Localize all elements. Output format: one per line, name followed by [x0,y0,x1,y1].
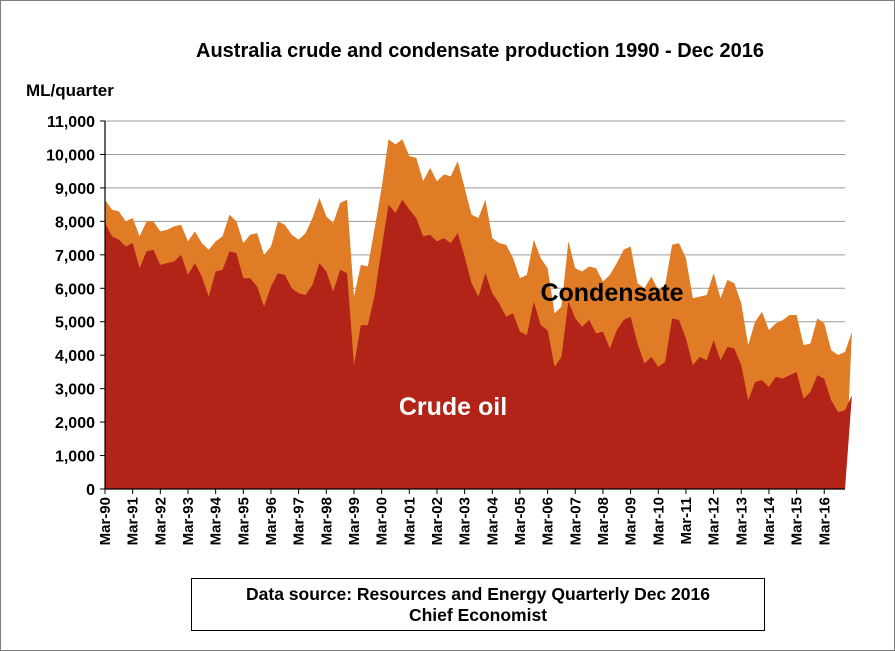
x-tick-label: Mar-90 [97,497,114,545]
y-tick-label: 2,000 [55,415,95,432]
x-tick-label: Mar-15 [789,497,806,545]
x-tick-label: Mar-10 [650,497,667,545]
x-tick-label: Mar-00 [374,497,391,545]
y-tick-label: 7,000 [55,248,95,265]
data-source-box: Data source: Resources and Energy Quarte… [191,578,765,631]
y-tick-labels: 0 1,000 2,000 3,000 4,000 5,000 6,000 7,000 8,00… [46,114,95,499]
x-tick-label: Mar-12 [706,497,723,545]
x-tick-label: Mar-16 [816,497,833,545]
y-tick-label: 5,000 [55,315,95,332]
crude-oil-annotation: Crude oil [399,393,507,421]
crude-oil-area [105,199,852,490]
x-tick-label: Mar-03 [457,497,474,545]
condensate-annotation: Condensate [540,279,683,307]
x-tick-label: Mar-93 [180,497,197,545]
x-tick-labels: Mar-90 Mar-91 Mar-92 Mar-93 Mar-94 Mar-95 Mar-… [97,496,833,545]
x-tick-label: Mar-95 [235,497,252,545]
x-tick-label: Mar-01 [401,497,418,545]
x-tick-label: Mar-06 [540,497,557,545]
axes [100,120,845,494]
y-tick-label: 9,000 [55,181,95,198]
x-tick-label: Mar-98 [318,497,335,545]
x-tick-label: Mar-99 [346,497,363,545]
x-tick-label: Mar-07 [567,497,584,545]
x-tick-label: Mar-91 [125,497,142,545]
y-tick-label: 3,000 [55,382,95,399]
chart-title: Australia crude and condensate productio… [196,40,764,62]
x-tick-label: Mar-09 [623,497,640,545]
y-tick-label: 1,000 [55,449,95,466]
x-tick-label: Mar-11 [678,497,695,545]
x-tick-label: Mar-02 [429,497,446,545]
x-tick-label: Mar-96 [263,497,280,545]
x-tick-label: Mar-13 [733,497,750,545]
x-tick-label: Mar-92 [152,497,169,545]
plot-areas [105,139,852,490]
publisher-line: Chief Economist [408,605,548,625]
y-axis-label: ML/quarter [26,81,114,100]
x-tick-label: Mar-08 [595,497,612,545]
y-tick-label: 11,000 [47,114,95,131]
data-source-line: Data source: Resources and Energy Quarte… [246,584,710,604]
y-tick-label: 0 [86,482,95,499]
x-tick-label: Mar-94 [208,496,225,545]
x-tick-label: Mar-04 [484,496,501,545]
y-tick-label: 10,000 [46,147,95,164]
x-tick-label: Mar-97 [291,497,308,545]
y-tick-label: 8,000 [55,214,95,231]
x-tick-label: Mar-14 [761,496,778,545]
x-tick-label: Mar-05 [512,497,529,545]
y-tick-label: 4,000 [55,348,95,365]
y-tick-label: 6,000 [55,281,95,298]
